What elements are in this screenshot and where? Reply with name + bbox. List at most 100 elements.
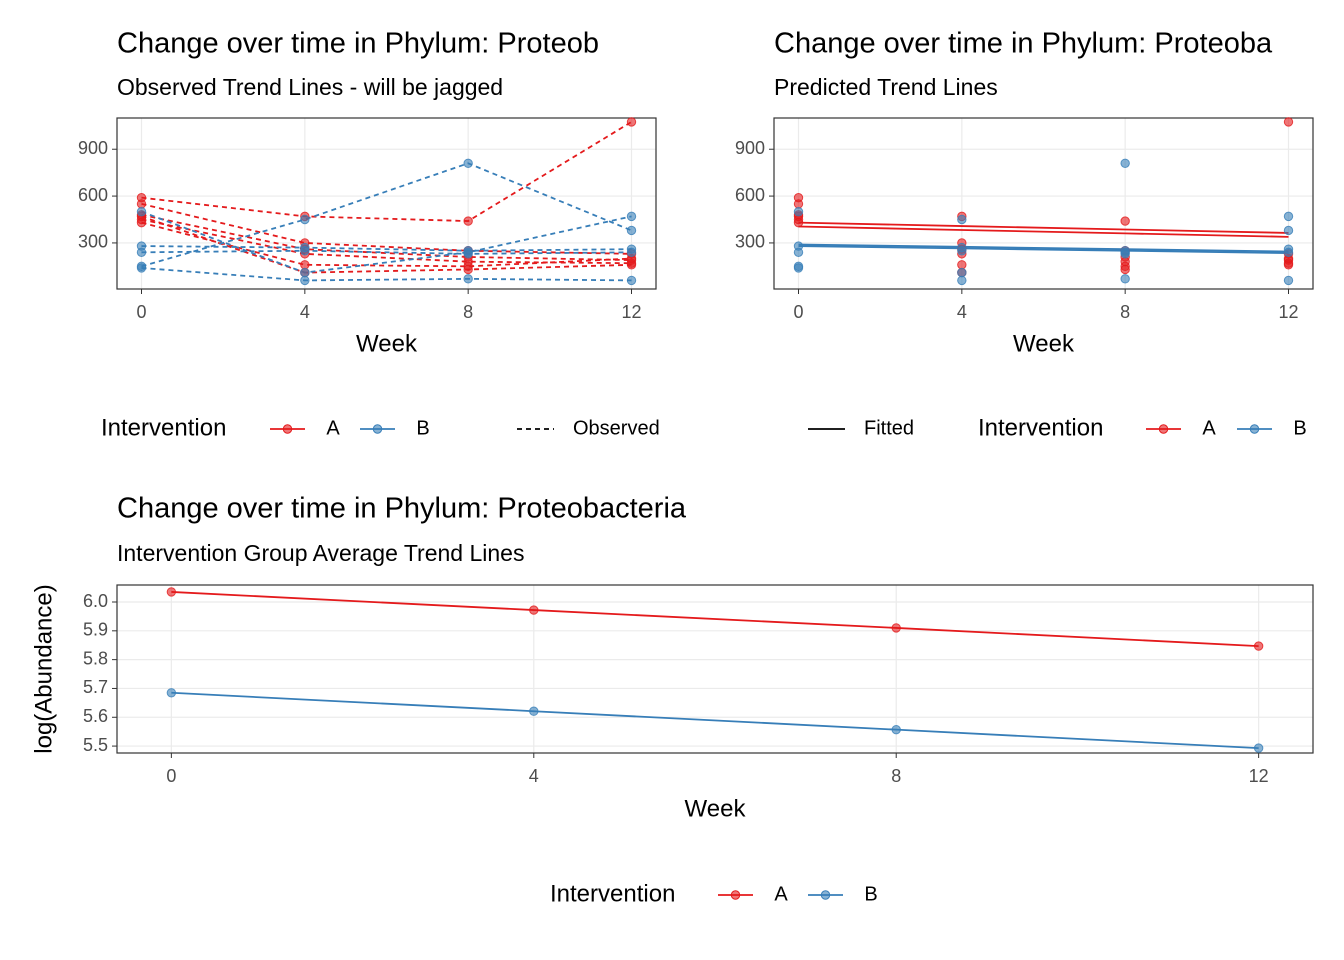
observed-point	[626, 247, 637, 258]
mean-point	[891, 724, 901, 735]
x-tick-label: 0	[793, 302, 803, 322]
plot-panel	[117, 585, 1313, 753]
y-tick-label: 600	[78, 185, 108, 205]
x-tick-label: 4	[300, 302, 310, 322]
observed-point	[1283, 275, 1294, 286]
observed-point	[300, 267, 310, 278]
x-tick-label: 4	[529, 766, 539, 786]
mean-line	[171, 691, 1259, 749]
legend-key-point	[820, 890, 831, 900]
x-tick-label: 4	[957, 302, 967, 322]
observed-line	[141, 210, 632, 274]
chart-title: Change over time in Phylum: Proteob	[117, 28, 599, 60]
plot-panel	[774, 118, 1313, 289]
legend-label: B	[1293, 417, 1306, 439]
y-tick-label: 900	[78, 138, 108, 158]
panel-border	[773, 117, 1314, 290]
panel-border	[116, 584, 1314, 754]
observed-point	[136, 199, 147, 209]
y-tick-label: 300	[735, 232, 765, 252]
x-axis-label: Week	[356, 330, 418, 357]
observed-line	[141, 121, 632, 222]
observed-point	[793, 206, 804, 217]
x-tick-label: 12	[1278, 302, 1298, 322]
observed-point	[957, 246, 967, 256]
observed-point	[626, 117, 637, 127]
observed-line	[141, 162, 632, 268]
observed-point	[1283, 211, 1294, 222]
fitted-line	[798, 225, 1289, 238]
observed-point	[1283, 117, 1294, 127]
y-tick-label: 5.5	[83, 735, 108, 755]
legend-title: Intervention	[101, 414, 226, 441]
x-axis-label: Week	[1013, 330, 1075, 357]
observed-point	[957, 275, 967, 286]
mean-point	[529, 605, 539, 615]
chart-subtitle: Intervention Group Average Trend Lines	[117, 540, 524, 566]
observed-point	[957, 267, 967, 278]
observed-point	[300, 275, 310, 286]
observed-point	[463, 264, 473, 275]
observed-point	[300, 260, 310, 270]
x-tick-label: 0	[136, 302, 146, 322]
observed-point	[1120, 158, 1130, 168]
legend-label: A	[774, 883, 788, 905]
y-tick-label: 5.9	[83, 620, 108, 640]
fitted-line	[798, 245, 1289, 254]
observed-line	[141, 203, 632, 255]
chart-subtitle: Observed Trend Lines - will be jagged	[117, 74, 503, 100]
legend-key-point	[372, 424, 383, 434]
plot-panel	[117, 118, 656, 289]
legend-key-point	[1249, 424, 1260, 434]
y-axis-label: log(Abundance)	[30, 584, 57, 753]
y-tick-label: 6.0	[83, 591, 108, 611]
chart-title: Change over time in Phylum: Proteoba	[774, 28, 1273, 60]
observed-point	[957, 214, 967, 225]
observed-point	[136, 247, 147, 258]
panel-border	[116, 117, 657, 290]
observed-point	[1283, 247, 1294, 258]
chart-title: Change over time in Phylum: Proteobacter…	[117, 493, 687, 525]
observed-line	[141, 245, 632, 252]
legend-key-point	[1158, 424, 1169, 434]
legend-key-point	[282, 424, 293, 434]
y-tick-label: 5.7	[83, 677, 108, 697]
fitted-line	[798, 243, 1289, 253]
x-tick-label: 8	[1120, 302, 1130, 322]
observed-point	[1283, 260, 1294, 270]
legend-title: Intervention	[550, 880, 675, 907]
legend-label: B	[864, 883, 877, 905]
fitted-line	[798, 221, 1289, 234]
observed-line	[141, 213, 632, 262]
chart-subtitle: Predicted Trend Lines	[774, 74, 998, 100]
observed-point	[626, 211, 637, 222]
y-tick-label: 5.6	[83, 706, 108, 726]
observed-point	[300, 246, 310, 256]
observed-point	[957, 260, 967, 270]
legend-key-point	[730, 890, 741, 900]
observed-point	[1283, 225, 1294, 236]
x-tick-label: 8	[891, 766, 901, 786]
observed-point	[1120, 216, 1130, 226]
legend-label: A	[326, 417, 340, 439]
observed-line	[141, 267, 632, 282]
x-tick-label: 12	[621, 302, 641, 322]
observed-point	[300, 214, 310, 225]
y-tick-label: 300	[78, 232, 108, 252]
observed-line	[141, 215, 632, 274]
mean-point	[529, 706, 539, 716]
observed-point	[463, 158, 473, 168]
observed-point	[463, 274, 473, 284]
legend-label: B	[416, 417, 429, 439]
y-tick-label: 900	[735, 138, 765, 158]
observed-point	[1120, 264, 1130, 275]
x-axis-label: Week	[685, 795, 747, 822]
observed-point	[793, 199, 804, 209]
observed-point	[1120, 249, 1130, 259]
mean-line	[171, 591, 1259, 647]
observed-point	[136, 263, 147, 273]
observed-point	[463, 216, 473, 226]
observed-point	[793, 247, 804, 258]
observed-line	[141, 249, 632, 255]
mean-point	[891, 623, 901, 633]
